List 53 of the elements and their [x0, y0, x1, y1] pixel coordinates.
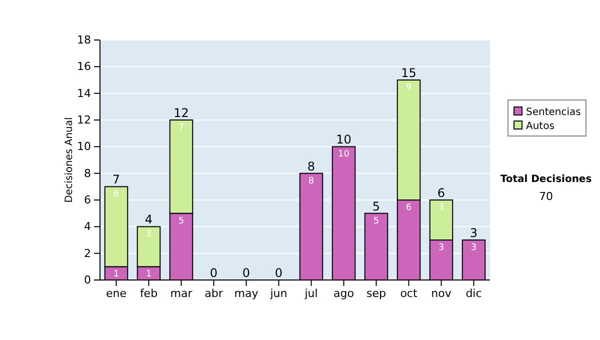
total-label: 10 [336, 132, 352, 147]
x-tick-label: feb [140, 286, 158, 300]
x-tick-label: mar [170, 286, 193, 300]
y-tick-label: 12 [77, 114, 91, 127]
data-label: 1 [113, 270, 120, 280]
data-label: 9 [406, 83, 412, 93]
data-label: 7 [178, 123, 184, 133]
x-tick-label: may [234, 286, 259, 300]
y-tick-label: 0 [84, 274, 91, 287]
text: 70 [539, 190, 553, 203]
total-label: 12 [174, 106, 189, 120]
legend-label: Sentencias [526, 107, 581, 118]
data-label: 6 [113, 190, 120, 200]
data-label: 8 [308, 176, 314, 186]
x-tick-label: ene [106, 286, 127, 300]
y-axis-title: Decisiones Anual [64, 117, 75, 203]
total-label: 0 [210, 266, 218, 280]
data-label: 10 [338, 150, 350, 160]
total-label: 7 [112, 172, 120, 187]
data-label: 5 [373, 216, 380, 226]
y-tick-label: 4 [84, 220, 91, 234]
data-label: 3 [470, 243, 477, 253]
x-tick-label: jul [304, 286, 318, 300]
total-label: 15 [401, 66, 416, 80]
y-tick-label: 14 [77, 86, 91, 100]
x-tick-label: abr [204, 286, 224, 300]
text: Total Decisiones [500, 174, 592, 185]
total-label: 5 [372, 199, 380, 214]
data-label: 3 [438, 203, 444, 213]
data-label: 5 [178, 216, 184, 226]
x-tick-label: sep [366, 286, 386, 300]
x-tick-label: nov [431, 286, 452, 300]
y-tick-label: 10 [77, 140, 91, 154]
x-tick-label: ago [334, 286, 354, 300]
data-label: 1 [146, 270, 152, 280]
x-tick-label: oct [400, 286, 418, 300]
total-label: 4 [144, 212, 153, 227]
y-tick-label: 16 [77, 60, 91, 74]
y-tick-label: 2 [84, 246, 91, 260]
y-tick-label: 18 [77, 34, 91, 47]
total-label: 8 [307, 159, 316, 174]
legend-label: Autos [526, 121, 554, 132]
y-tick-label: 8 [84, 166, 91, 180]
x-tick-label: dic [466, 286, 482, 300]
data-label: 3 [146, 230, 152, 240]
total-label: 6 [437, 186, 446, 200]
total-label: 0 [274, 266, 283, 280]
data-label: 3 [438, 243, 444, 253]
x-tick-label: jun [269, 286, 288, 300]
total-label: 0 [242, 266, 250, 280]
y-tick-label: 6 [84, 194, 91, 207]
total-label: 3 [470, 226, 478, 240]
data-label: 6 [406, 203, 412, 213]
